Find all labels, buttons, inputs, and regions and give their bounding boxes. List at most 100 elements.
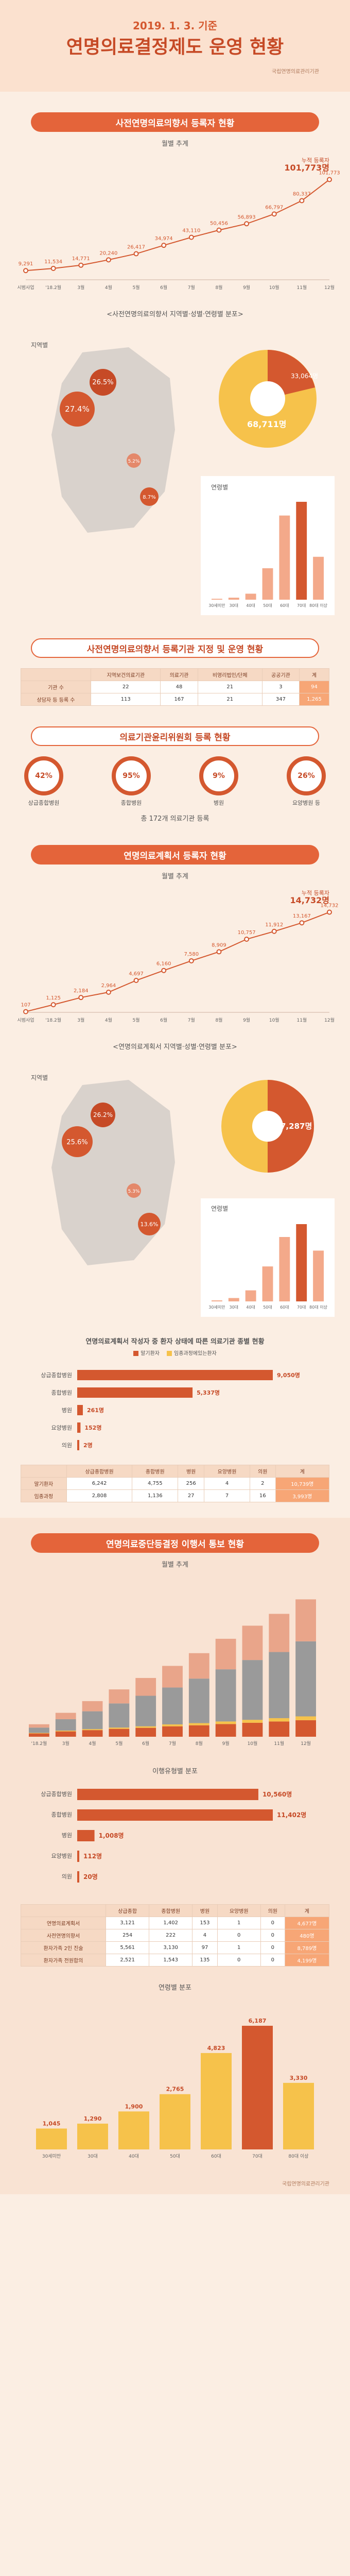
section-plan-distribution: <연명의료계획서 지역별·성별·연령별 분포> 26.2% 25.6% 13.6… bbox=[0, 1041, 350, 1330]
total-label: 누적 등록자 bbox=[302, 890, 329, 896]
stack-segment bbox=[55, 1719, 76, 1731]
hbar bbox=[77, 1830, 95, 1841]
map-label-seoul: 26.2% bbox=[93, 1111, 113, 1118]
tick-label: 시범사업 bbox=[17, 285, 34, 291]
tick-label: 5월 bbox=[133, 1017, 140, 1023]
data-label: 1,125 bbox=[46, 995, 61, 1001]
data-point bbox=[106, 989, 111, 995]
data-point bbox=[271, 211, 277, 217]
data-label: 13,167 bbox=[293, 913, 311, 919]
stack-segment bbox=[82, 1729, 103, 1731]
table-header: 비영리법인/단체 bbox=[197, 668, 262, 681]
map-label-daegu: 5.3% bbox=[128, 1189, 140, 1194]
chart-subtitle: 월별 추계 bbox=[162, 140, 188, 148]
stack-segment bbox=[135, 1727, 156, 1737]
tick-label: 12월 bbox=[324, 1017, 335, 1023]
age-tick: 50대 bbox=[263, 1305, 272, 1310]
data-point bbox=[23, 1009, 28, 1014]
section-registration-agencies: 사전연명의료의향서 등록기관 지정 및 운영 현황 지역보건의료기관 의료기관 비영… bbox=[0, 628, 350, 706]
hbar-value: 152명 bbox=[84, 1424, 101, 1431]
tick-label: 11월 bbox=[274, 1740, 284, 1747]
data-label: 11,912 bbox=[265, 922, 283, 928]
age-tick: 50대 bbox=[263, 603, 272, 608]
data-point bbox=[244, 937, 250, 942]
data-label: 8,909 bbox=[212, 942, 226, 948]
data-point bbox=[78, 262, 84, 268]
data-point bbox=[133, 251, 139, 257]
table-cell: 1 bbox=[217, 1917, 261, 1929]
table-cell: 22 bbox=[91, 681, 161, 693]
table-cell: 1,402 bbox=[149, 1917, 193, 1929]
tick-label: 9월 bbox=[243, 284, 250, 291]
hbar-value: 9,050명 bbox=[277, 1371, 300, 1379]
age-bar bbox=[201, 2053, 232, 2149]
tick-label: 12월 bbox=[301, 1740, 311, 1747]
tick-label: 6월 bbox=[160, 284, 167, 291]
table-corner bbox=[20, 1904, 107, 1917]
hbar-label: 상급종합병원 bbox=[41, 1372, 72, 1379]
legend-item: 말기환자 bbox=[133, 1349, 160, 1357]
chart-subtitle: 월별 추계 bbox=[162, 1561, 188, 1569]
map-bubble-seoul bbox=[90, 369, 116, 396]
pie-hole bbox=[252, 1111, 283, 1142]
section-title: 사전연명의료의향서 등록기관 지정 및 운영 현황 bbox=[31, 638, 319, 658]
table-cell: 8,789명 bbox=[284, 1941, 330, 1954]
age-bar bbox=[77, 2123, 108, 2149]
section-ethics-committee: 의료기관윤리위원회 등록 현황 42% 상급종합병원 95% 종합병원 9% 병원 26% 요… bbox=[0, 706, 350, 835]
series-line bbox=[25, 179, 330, 272]
tick-label: 6월 bbox=[142, 1740, 149, 1747]
age-chart-title: 연령별 bbox=[211, 484, 228, 491]
stack-segment bbox=[215, 1724, 236, 1737]
data-point bbox=[188, 958, 194, 963]
hbar bbox=[77, 1789, 258, 1800]
map-bubble-seoul bbox=[91, 1103, 115, 1127]
age-bar bbox=[283, 2082, 314, 2149]
total-label: 누적 등록자 bbox=[302, 157, 329, 164]
ethics-label: 종합병원 bbox=[120, 800, 142, 806]
ethics-label: 병원 bbox=[213, 800, 224, 806]
age-value: 1,045 bbox=[43, 2120, 61, 2127]
data-label: 4,697 bbox=[129, 971, 144, 977]
table-cell: 3 bbox=[261, 681, 300, 693]
map-label-daegu: 5.2% bbox=[128, 459, 140, 464]
age-value: 3,330 bbox=[290, 2075, 308, 2081]
hbar-value: 20명 bbox=[83, 1873, 98, 1880]
table-cell: 0 bbox=[260, 1941, 285, 1954]
age-bar bbox=[212, 599, 222, 600]
age-tick: 40대 bbox=[246, 1305, 255, 1310]
age-bar bbox=[262, 568, 273, 600]
ethics-icons: 42% 상급종합병원 95% 종합병원 9% 병원 26% 요양병원 등 bbox=[0, 756, 350, 807]
tick-label: 4월 bbox=[105, 284, 112, 291]
hbar bbox=[77, 1405, 83, 1415]
tick-label: 6월 bbox=[160, 1017, 167, 1023]
table-cell: 48 bbox=[160, 681, 198, 693]
section-title: 의료기관윤리위원회 등록 현황 bbox=[31, 726, 319, 746]
table-row: 기관 수 22 48 21 3 94 bbox=[20, 681, 330, 693]
footer: 국립연명의료관리기관 bbox=[282, 2181, 329, 2187]
age-tick: 30세미만 bbox=[208, 603, 225, 608]
stack-segment bbox=[82, 1730, 103, 1737]
age-tick: 30세미만 bbox=[208, 1305, 225, 1310]
table-cell: 7 bbox=[204, 1489, 250, 1502]
stack-segment bbox=[109, 1689, 130, 1704]
tick-label: 7월 bbox=[188, 284, 195, 291]
table-cell: 0 bbox=[260, 1917, 285, 1929]
tick-label: 10월 bbox=[269, 284, 279, 291]
table-cell: 3,130 bbox=[149, 1941, 193, 1954]
age-bar bbox=[313, 556, 324, 600]
table-cell: 21 bbox=[197, 681, 262, 693]
hospital-type-table: 상급종합병원 종합병원 병원 요양병원 의원 계 말기환자 6,242 4,755 256 4 2 10… bbox=[21, 1465, 330, 1502]
chart-subtitle: 월별 추계 bbox=[162, 873, 188, 880]
table-corner bbox=[20, 668, 92, 681]
data-point bbox=[216, 949, 222, 955]
data-label: 56,893 bbox=[238, 214, 256, 220]
tick-label: 8월 bbox=[215, 1017, 222, 1023]
section-advance-directive: 사전연명의료의향서 등록자 현황 월별 추계 9,291 시범사업 11,534 '1… bbox=[0, 92, 350, 302]
data-point bbox=[327, 177, 332, 182]
hbar-label: 의원 bbox=[62, 1442, 72, 1449]
ethics-pct: 9% bbox=[199, 756, 238, 795]
age-bar bbox=[212, 1300, 222, 1301]
tick-label: 3월 bbox=[77, 284, 84, 291]
line-chart-registrants: 9,291 시범사업 11,534 '18.2월 14,771 3월 20,240 4월 26,… bbox=[17, 157, 340, 291]
table-cell: 1 bbox=[217, 1941, 261, 1954]
